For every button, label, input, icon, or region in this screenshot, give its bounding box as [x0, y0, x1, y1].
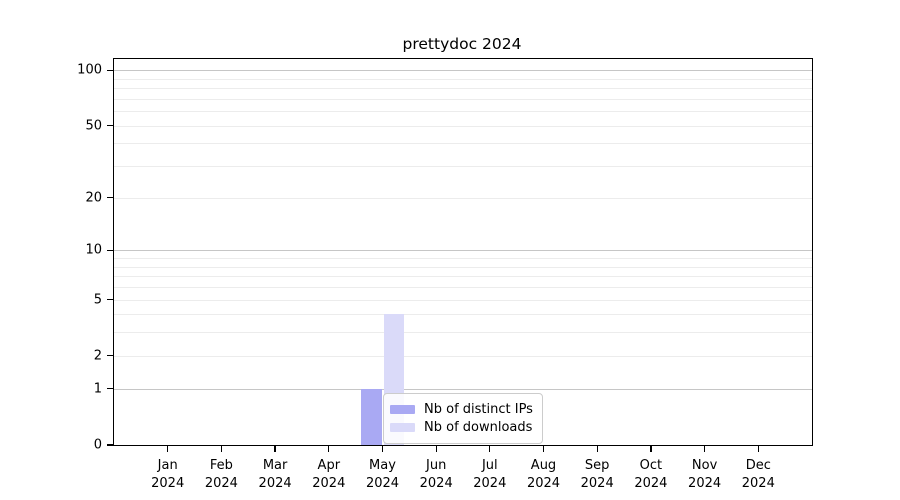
- x-tick-label-may: May 2024: [353, 457, 413, 492]
- x-tick-label-apr: Apr 2024: [299, 457, 359, 492]
- x-tick-year: 2024: [204, 475, 238, 491]
- gridline-minor: [114, 258, 812, 259]
- x-tick-year: 2024: [473, 475, 507, 491]
- x-tick-mark: [703, 446, 706, 452]
- x-tick-year: 2024: [580, 475, 614, 491]
- x-tick-year: 2024: [688, 475, 722, 491]
- y-tick-mark: [107, 298, 113, 301]
- gridline-minor: [114, 98, 812, 100]
- x-tick-month: Jun: [426, 458, 447, 473]
- gridline-minor: [114, 143, 812, 145]
- x-tick-mark: [274, 446, 276, 452]
- gridline-minor: [114, 197, 812, 199]
- x-tick-month: Jan: [157, 458, 178, 473]
- legend-label: Nb of downloads: [424, 420, 533, 435]
- x-tick-label-jun: Jun 2024: [406, 457, 466, 492]
- x-tick-month: Jul: [481, 458, 498, 473]
- x-tick-month: Oct: [639, 458, 663, 473]
- y-tick-mark: [107, 444, 113, 446]
- gridline-major: [114, 70, 812, 72]
- x-tick-mark: [596, 446, 598, 452]
- x-tick-label-feb: Feb 2024: [191, 457, 251, 492]
- gridline-minor: [114, 88, 812, 90]
- gridline-major: [114, 388, 812, 390]
- x-tick-mark: [167, 446, 169, 452]
- x-tick-label-nov: Nov 2024: [675, 457, 735, 492]
- x-tick-month: Nov: [691, 458, 718, 473]
- legend: Nb of distinct IPs Nb of downloads: [383, 393, 543, 444]
- x-tick-month: Mar: [262, 458, 288, 473]
- x-tick-year: 2024: [741, 475, 775, 491]
- x-tick-mark: [650, 446, 652, 452]
- x-tick-mark: [757, 446, 759, 452]
- gridline-minor: [114, 314, 812, 316]
- x-tick-year: 2024: [419, 475, 453, 491]
- bar-nb-of-distinct-ips: [361, 388, 382, 445]
- gridline-minor: [114, 287, 812, 288]
- x-tick-mark: [542, 446, 545, 452]
- y-tick-label: 10: [85, 242, 102, 258]
- x-tick-label-sep: Sep 2024: [567, 457, 627, 492]
- x-tick-label-jul: Jul 2024: [460, 457, 520, 492]
- x-tick-year: 2024: [634, 475, 668, 491]
- y-tick-label: 50: [85, 118, 102, 134]
- x-tick-year: 2024: [151, 475, 185, 491]
- x-tick-month: Feb: [209, 458, 233, 473]
- x-tick-year: 2024: [312, 475, 346, 491]
- x-tick-year: 2024: [526, 475, 561, 491]
- y-tick-label: 5: [93, 292, 102, 307]
- y-tick-label: 2: [93, 348, 102, 364]
- y-tick-label: 100: [77, 62, 102, 78]
- x-tick-label-oct: Oct 2024: [621, 457, 681, 492]
- x-tick-mark: [489, 446, 491, 452]
- x-tick-year: 2024: [258, 475, 292, 491]
- x-tick-label-jan: Jan 2024: [138, 457, 198, 492]
- gridline-minor: [114, 125, 812, 127]
- y-tick-mark: [107, 197, 113, 199]
- y-tick-mark: [107, 249, 113, 251]
- gridline-minor: [114, 355, 812, 357]
- y-tick-label: 0: [93, 437, 102, 453]
- y-tick-mark: [107, 125, 113, 127]
- plot-area: 0 1 2 5 10 20 50 100 Jan 2024 Feb 2024 Mar 2024 Apr 20…: [77, 58, 813, 491]
- gridline-major: [114, 250, 812, 252]
- y-tick-label: 1: [93, 381, 102, 397]
- y-tick-mark: [107, 355, 113, 357]
- chart-title: prettydoc 2024: [402, 35, 522, 53]
- x-tick-mark: [328, 446, 330, 452]
- legend-label: Nb of distinct IPs: [424, 401, 533, 417]
- y-tick-label: 20: [85, 190, 102, 206]
- x-tick-year: 2024: [365, 475, 400, 491]
- x-tick-month: Apr: [317, 458, 341, 473]
- x-tick-month: Sep: [584, 458, 610, 473]
- gridline-minor: [114, 111, 812, 113]
- x-tick-label-dec: Dec 2024: [728, 457, 788, 492]
- gridline-minor: [114, 166, 812, 168]
- legend-row: Nb of distinct IPs: [390, 401, 535, 418]
- legend-swatch: [390, 404, 415, 414]
- gridline-minor: [114, 299, 812, 301]
- gridline-minor: [114, 276, 812, 278]
- x-tick-mark: [220, 446, 223, 452]
- x-tick-month: May: [369, 458, 396, 473]
- x-tick-label-aug: Aug 2024: [514, 457, 574, 492]
- x-tick-month: Aug: [530, 458, 557, 473]
- gridline-minor: [114, 266, 812, 268]
- x-tick-label-mar: Mar 2024: [245, 457, 305, 492]
- x-tick-mark: [435, 446, 437, 452]
- legend-row: Nb of downloads: [390, 419, 535, 436]
- y-tick-mark: [107, 69, 113, 71]
- x-tick-mark: [381, 446, 384, 452]
- x-tick-month: Dec: [745, 458, 771, 473]
- y-tick-mark: [107, 388, 113, 390]
- legend-swatch: [390, 423, 415, 432]
- gridline-minor: [114, 78, 812, 80]
- gridline-minor: [114, 332, 812, 334]
